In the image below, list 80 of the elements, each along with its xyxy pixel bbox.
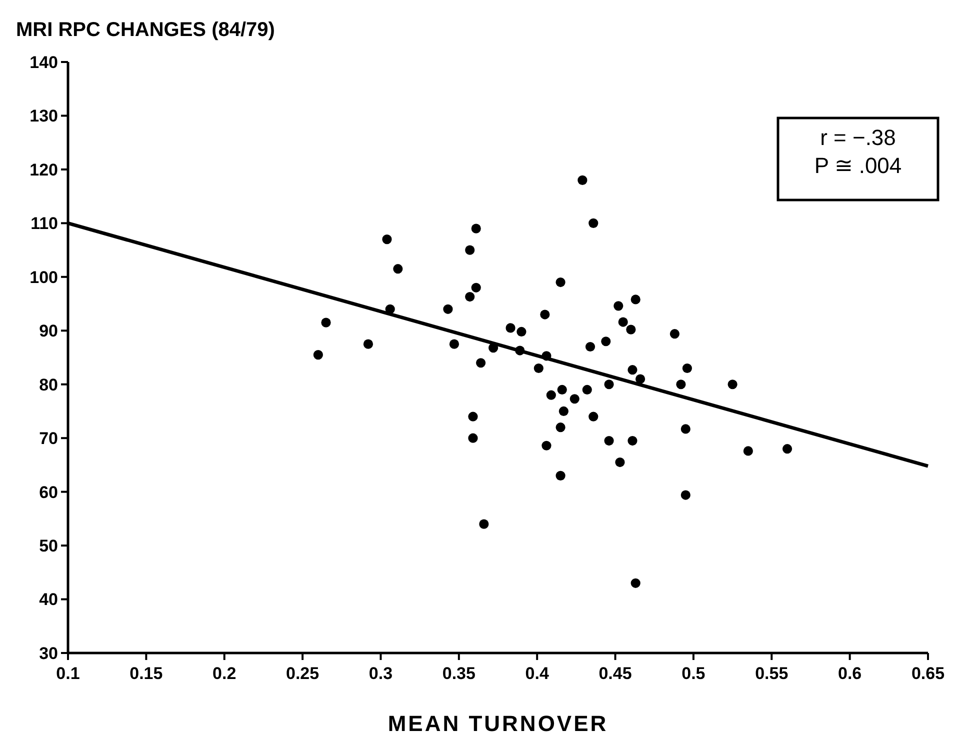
point — [465, 245, 475, 255]
y-tick-label: 140 — [30, 52, 58, 72]
point — [540, 310, 550, 320]
point — [443, 304, 453, 314]
point — [604, 436, 614, 446]
point — [468, 433, 478, 443]
point — [393, 264, 403, 274]
point — [670, 329, 680, 339]
y-tick-label: 30 — [39, 644, 58, 663]
point — [556, 277, 566, 288]
annotation: r = −.38 — [820, 125, 896, 150]
point — [516, 326, 526, 337]
y-tick-label: 60 — [39, 482, 58, 502]
point — [743, 446, 753, 456]
x-tick-label: 0.4 — [525, 664, 550, 683]
x-tick-label: 0.45 — [598, 664, 632, 683]
point — [556, 422, 566, 432]
x-tick-label: 0.1 — [56, 664, 80, 683]
point — [680, 490, 690, 500]
point — [506, 323, 516, 333]
point — [476, 358, 486, 368]
point — [618, 317, 628, 327]
y-tick-label: 110 — [30, 214, 58, 234]
x-tick-label: 0.5 — [682, 664, 706, 683]
point — [682, 363, 692, 374]
point — [468, 412, 478, 422]
point — [601, 336, 611, 346]
y-tick-label: 130 — [30, 106, 58, 126]
point — [465, 292, 475, 302]
point — [604, 380, 614, 390]
point — [479, 519, 489, 529]
point — [313, 350, 323, 360]
x-tick-label: 0.3 — [368, 664, 393, 683]
point — [630, 578, 640, 588]
point — [471, 282, 481, 292]
y-tick-label: 50 — [39, 536, 58, 556]
y-tick-label: 40 — [39, 590, 58, 610]
point — [628, 436, 638, 446]
point — [628, 365, 638, 375]
point — [615, 457, 625, 468]
point — [585, 342, 596, 352]
point — [321, 318, 331, 328]
point — [471, 224, 481, 234]
y-tick-label: 120 — [30, 160, 58, 180]
point — [449, 339, 460, 349]
y-tick-label: 90 — [39, 322, 58, 341]
point — [680, 424, 690, 434]
x-tick-label: 0.15 — [130, 664, 163, 683]
point — [363, 339, 374, 349]
point — [676, 380, 686, 390]
point — [630, 294, 640, 304]
x-tick-label: 0.55 — [755, 664, 788, 683]
x-axis-title: MEAN TURNOVER — [388, 711, 608, 736]
point — [557, 384, 567, 395]
point — [614, 301, 624, 311]
point — [570, 394, 580, 404]
y-tick-label: 100 — [30, 268, 58, 287]
point — [556, 470, 566, 480]
point — [588, 218, 598, 228]
x-tick-label: 0.6 — [838, 664, 862, 683]
point — [728, 380, 738, 390]
y-tick-label: 80 — [39, 375, 58, 394]
point — [626, 324, 636, 334]
annotation: P ≅ .004 — [814, 153, 902, 178]
point — [582, 384, 592, 395]
point — [382, 234, 392, 244]
point — [635, 374, 646, 384]
point — [542, 440, 552, 450]
x-tick-label: 0.2 — [212, 664, 236, 683]
point — [588, 412, 598, 422]
chart-title: MRI RPC CHANGES (84/79) — [16, 19, 275, 41]
point — [558, 406, 568, 416]
x-tick-label: 0.25 — [286, 664, 320, 683]
point — [578, 175, 588, 185]
x-tick-label: 0.65 — [911, 664, 945, 683]
x-tick-label: 0.35 — [442, 664, 476, 683]
point — [782, 444, 792, 454]
point — [534, 363, 544, 374]
y-tick-label: 70 — [39, 429, 58, 448]
point — [546, 390, 556, 400]
